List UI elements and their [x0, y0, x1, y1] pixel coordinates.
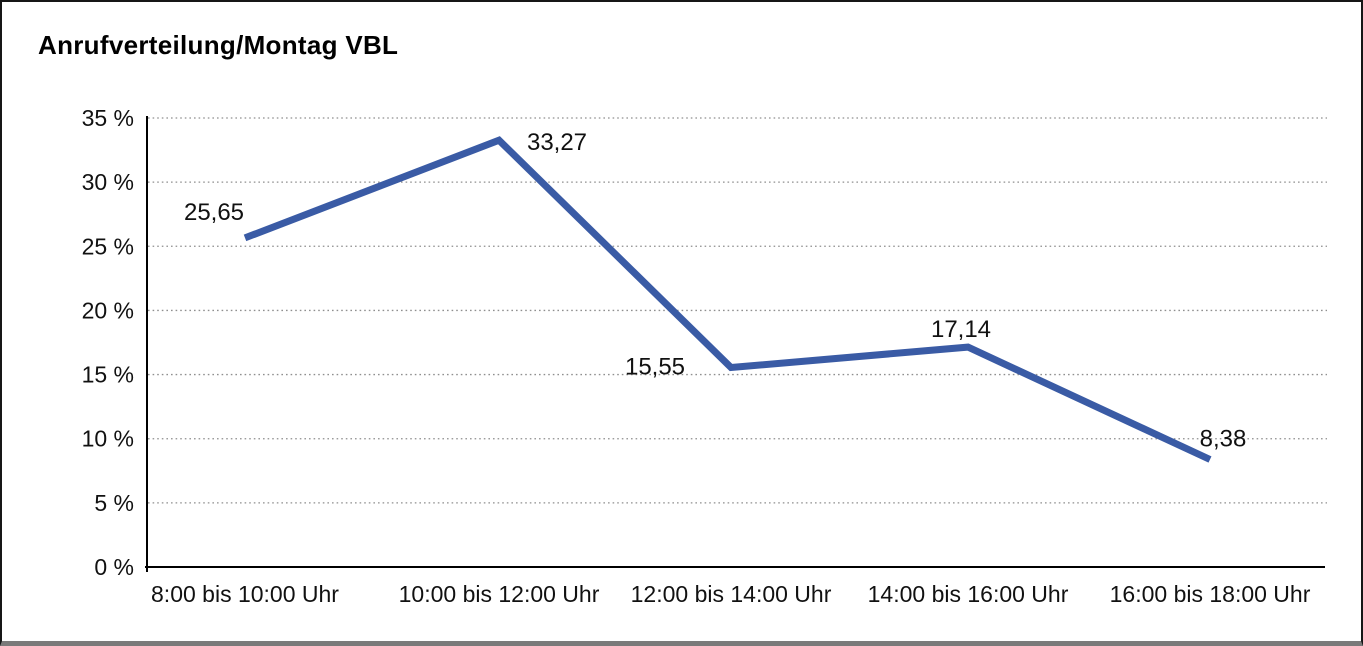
y-tick-label: 20 % [82, 297, 134, 323]
x-tick-label: 12:00 bis 14:00 Uhr [631, 581, 832, 607]
data-line [243, 136, 1212, 463]
data-label: 15,55 [625, 354, 685, 381]
y-tick-label: 30 % [82, 169, 134, 195]
chart-title: Anrufverteilung/Montag VBL [38, 30, 399, 60]
y-tick-label: 25 % [82, 233, 134, 259]
x-tick-label: 10:00 bis 12:00 Uhr [399, 581, 600, 607]
y-tick-label: 5 % [94, 490, 134, 516]
data-label: 33,27 [527, 129, 587, 156]
y-tick-label: 35 % [82, 105, 134, 131]
x-tick-label: 16:00 bis 18:00 Uhr [1110, 581, 1311, 607]
y-tick-label: 15 % [82, 362, 134, 388]
data-label: 17,14 [931, 316, 991, 343]
x-tick-label: 14:00 bis 16:00 Uhr [868, 581, 1069, 607]
y-tick-label: 0 % [94, 554, 134, 580]
data-label: 8,38 [1200, 425, 1247, 452]
y-tick-label: 10 % [82, 426, 134, 452]
data-label: 25,65 [184, 199, 244, 226]
x-tick-label: 8:00 bis 10:00 Uhr [151, 581, 339, 607]
